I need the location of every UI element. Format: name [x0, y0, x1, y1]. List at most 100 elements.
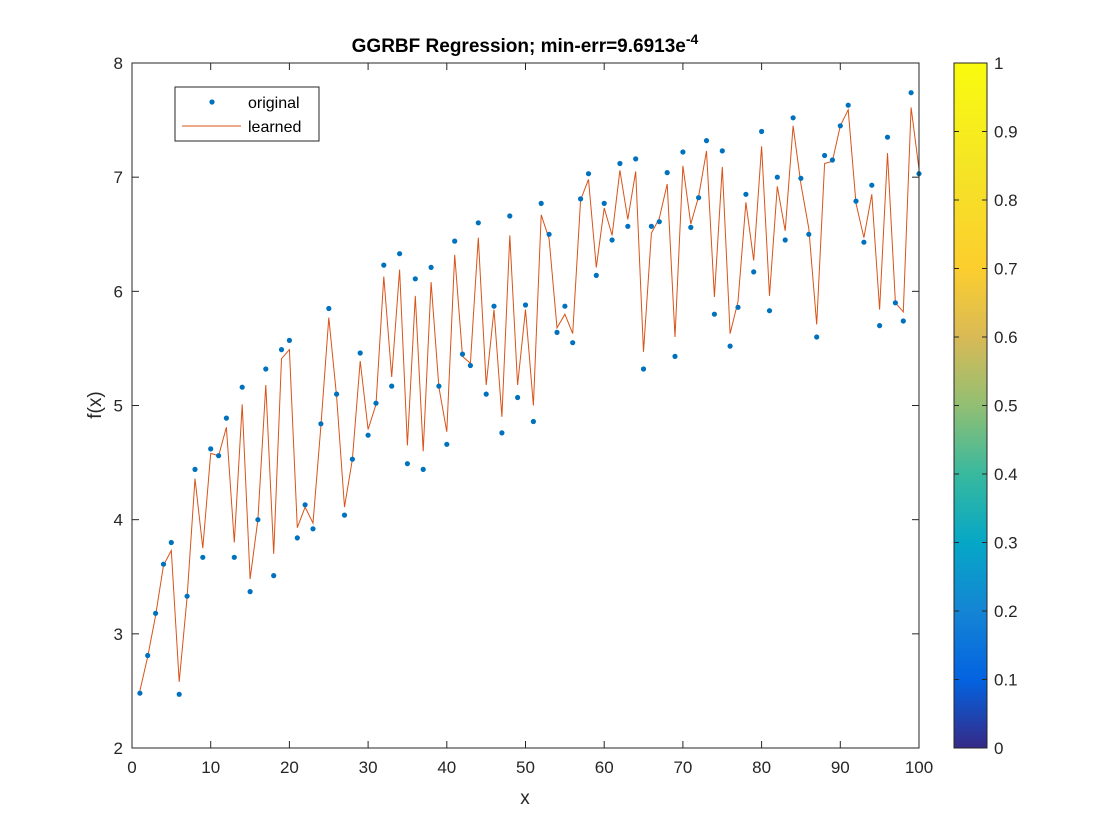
learned-series	[139, 107, 920, 692]
original-series	[137, 90, 922, 697]
data-point	[294, 535, 300, 541]
data-point	[672, 353, 678, 359]
colorbar: 0 0.1 0.2 0.3 0.4 0.5 0.6 0.7 0.8 0.9 1	[953, 54, 1018, 758]
data-point	[703, 138, 710, 144]
data-point	[381, 262, 387, 268]
x-axis-label: x	[520, 788, 530, 809]
y-tick-label: 7	[114, 168, 123, 187]
data-point	[601, 200, 607, 206]
data-point	[192, 466, 198, 472]
data-point	[522, 302, 529, 308]
data-point	[176, 691, 182, 697]
colorbar-tick-label: 0.2	[994, 602, 1018, 621]
legend-box	[174, 86, 320, 142]
data-point	[648, 223, 655, 229]
data-point	[625, 223, 631, 229]
data-point	[790, 115, 796, 121]
x-axis: 0 10 20 30 40 50 60 70 80 90 100	[127, 63, 933, 777]
data-point	[341, 512, 348, 518]
data-point	[782, 237, 788, 243]
data-point	[483, 391, 489, 397]
data-point	[877, 323, 883, 329]
legend: original learned	[174, 86, 320, 142]
data-point	[554, 329, 560, 335]
data-point	[711, 311, 718, 317]
data-point	[719, 148, 725, 154]
data-point	[743, 191, 749, 197]
x-tick-label: 10	[201, 758, 220, 777]
y-tick-label: 2	[114, 739, 123, 758]
data-point	[334, 391, 340, 397]
data-point	[696, 195, 702, 201]
data-point	[507, 213, 513, 219]
data-point	[538, 200, 544, 206]
colorbar-tick-label: 0.4	[994, 465, 1018, 484]
data-point	[593, 272, 599, 278]
data-point	[806, 231, 812, 237]
legend-label-learned: learned	[248, 119, 301, 136]
data-point	[475, 220, 481, 226]
legend-label-original: original	[248, 95, 300, 112]
data-point	[751, 269, 757, 275]
data-point	[223, 415, 229, 421]
chart-title-superscript: -4	[686, 31, 699, 47]
y-tick-label: 6	[114, 282, 123, 301]
data-point	[184, 593, 190, 599]
data-point	[664, 170, 670, 176]
colorbar-gradient	[953, 62, 988, 749]
data-point	[837, 123, 843, 129]
colorbar-tick-label: 0	[994, 739, 1003, 758]
data-point	[759, 128, 765, 135]
data-point	[515, 394, 521, 401]
data-point	[365, 432, 371, 438]
y-tick-label: 4	[114, 511, 123, 530]
learned-line	[139, 107, 920, 692]
colorbar-axis: 0 0.1 0.2 0.3 0.4 0.5 0.6 0.7 0.8 0.9 1	[954, 54, 1018, 758]
data-point	[357, 350, 363, 356]
data-point	[255, 517, 261, 523]
data-point	[247, 589, 253, 595]
data-point	[908, 90, 914, 96]
data-point	[845, 102, 851, 108]
colorbar-tick-label: 0.1	[994, 671, 1018, 690]
data-point	[137, 690, 143, 696]
data-point	[633, 156, 639, 162]
y-axis-label: f(x)	[85, 391, 106, 418]
x-tick-label: 0	[127, 758, 136, 777]
x-tick-label: 80	[752, 758, 771, 777]
data-point	[822, 152, 828, 159]
data-point	[467, 362, 473, 369]
colorbar-tick-label: 0.8	[994, 191, 1018, 210]
data-point	[160, 561, 167, 567]
chart-title-main: GGRBF Regression; min-err=9.6913e	[352, 36, 686, 57]
x-tick-label: 100	[905, 758, 933, 777]
data-point	[278, 347, 285, 353]
data-point	[578, 196, 584, 202]
colorbar-tick-label: 0.3	[994, 534, 1018, 553]
y-tick-label: 5	[114, 397, 123, 416]
data-point	[145, 652, 151, 659]
x-tick-label: 70	[673, 758, 692, 777]
data-point	[302, 502, 308, 508]
data-point	[168, 539, 174, 546]
data-point	[688, 224, 694, 230]
data-point	[216, 453, 222, 459]
data-point	[499, 430, 505, 436]
x-tick-label: 50	[516, 758, 535, 777]
colorbar-tick-label: 0.6	[994, 328, 1018, 347]
data-point	[617, 160, 623, 167]
data-point	[271, 573, 277, 579]
data-point	[530, 418, 537, 425]
data-point	[231, 554, 237, 560]
data-point	[428, 264, 434, 270]
y-axis: 2 3 4 5 6 7 8	[114, 54, 919, 758]
data-point	[680, 149, 686, 155]
x-tick-label: 30	[359, 758, 378, 777]
colorbar-tick-label: 0.9	[994, 123, 1018, 142]
plot-background	[132, 63, 919, 748]
data-point	[570, 340, 576, 346]
colorbar-tick-label: 1	[994, 54, 1003, 73]
data-point	[153, 610, 159, 616]
data-point	[444, 441, 450, 447]
